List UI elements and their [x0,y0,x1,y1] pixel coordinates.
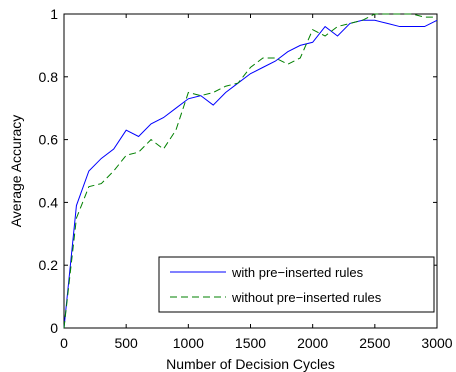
x-tick-label: 3000 [421,335,452,351]
legend-label-without-rules: without pre−inserted rules [231,290,382,305]
x-tick-label: 2000 [297,335,328,351]
y-tick-label: 0.4 [39,194,59,210]
y-tick-label: 0.8 [39,69,59,85]
y-tick-label: 1 [50,6,58,22]
x-tick-label: 1000 [173,335,204,351]
x-tick-label: 0 [60,335,68,351]
x-axis-label: Number of Decision Cycles [166,356,335,372]
y-tick-label: 0.6 [39,132,59,148]
x-tick-label: 2500 [359,335,390,351]
series-line-without-rules [63,13,437,329]
series-line-with-rules [63,19,438,329]
series-layer [63,13,438,329]
legend-label-with-rules: with pre−inserted rules [231,265,364,280]
legend-box [158,256,435,313]
x-tick-label: 1500 [235,335,266,351]
legend: with pre−inserted rules without pre−inse… [158,256,435,313]
x-axis-ticks: 0 500 1000 1500 2000 2500 3000 [60,14,453,351]
y-axis-ticks: 0 0.2 0.4 0.6 0.8 1 [39,6,437,336]
y-tick-label: 0.2 [39,257,59,273]
y-tick-label: 0 [50,320,58,336]
y-axis-label: Average Accuracy [8,115,24,228]
x-tick-label: 500 [114,335,138,351]
